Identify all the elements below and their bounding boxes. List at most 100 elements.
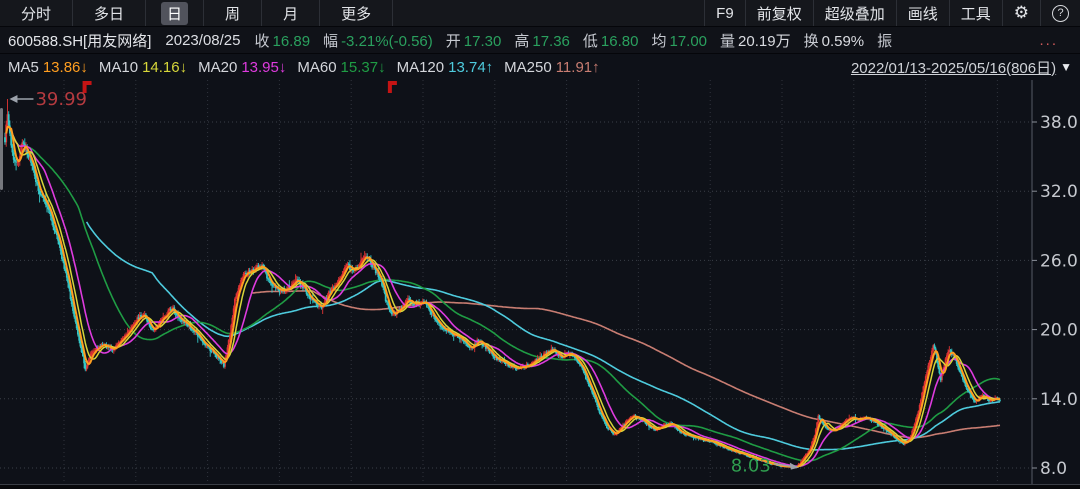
ma-line-MA250 — [252, 290, 1001, 439]
ma-value: 13.95↓ — [241, 58, 287, 76]
field-value: 16.89 — [272, 32, 311, 50]
ma-line-MA120 — [85, 221, 1001, 451]
date-range-label[interactable]: 2022/01/13-2025/05/16(806日) — [850, 59, 1057, 77]
field-value: 0.59% — [821, 32, 865, 50]
toolbar-button-前复权[interactable]: 前复权 — [744, 0, 813, 26]
toolbar-button-工具[interactable]: 工具 — [948, 0, 1002, 26]
field-value: 17.36 — [532, 32, 570, 50]
toolbar-right: F9 前复权 超级叠加 画线 工具 ⚙? — [704, 0, 1080, 26]
settings-button[interactable]: ⚙ — [1001, 0, 1040, 26]
toolbar-button-超级叠加[interactable]: 超级叠加 — [812, 0, 896, 26]
ma-item-MA60: MA60 15.37↓ — [297, 59, 385, 76]
quote-field-振: 振 — [877, 30, 895, 51]
quote-field-收: 收 16.89 — [254, 30, 310, 51]
field-label: 开 — [445, 32, 461, 50]
field-value: 17.00 — [669, 32, 708, 50]
quote-field-低: 低 16.80 — [583, 30, 639, 51]
ma-label: MA250 — [504, 58, 552, 76]
bottom-strip — [0, 485, 1080, 489]
tab-多日[interactable]: 多日 — [73, 0, 147, 26]
date-range-selector[interactable]: 2022/01/13-2025/05/16(806日) ▼ — [851, 57, 1072, 78]
y-axis-label: 32.0 — [1040, 182, 1078, 202]
top-toolbar: 分时 多日 日 周 月 更多 F9 前复权 超级叠加 画线 工具 ⚙? — [0, 0, 1080, 27]
quote-field-均: 均 17.00 — [651, 30, 707, 51]
tab-label: 月 — [283, 5, 299, 23]
left-scrollbar-thumb[interactable] — [0, 108, 3, 190]
field-label: 收 — [254, 32, 270, 50]
price-chart[interactable]: 38.0 32.0 26.0 20.0 14.0 8.0 39.99 8.03 — [0, 80, 1080, 489]
chart-background — [0, 80, 1080, 489]
field-label: 均 — [651, 32, 667, 50]
vertical-gridlines — [63, 80, 998, 482]
ma-indicator-bar: MA5 13.86↓ MA10 14.16↓ MA20 13.95↓ MA60 15.37↓ M… — [0, 54, 1080, 80]
y-axis-label: 20.0 — [1040, 321, 1078, 341]
tab-日[interactable]: 日 — [146, 0, 205, 26]
tab-label: 多日 — [94, 5, 125, 23]
toolbar-button-画线[interactable]: 画线 — [895, 0, 949, 26]
y-axis-label: 38.0 — [1040, 113, 1078, 133]
ma-item-MA10: MA10 14.16↓ — [99, 59, 187, 76]
horizontal-gridlines — [0, 121, 1032, 469]
low-arrow-head — [789, 462, 799, 470]
help-icon: ? — [1052, 4, 1069, 22]
chevron-down-icon[interactable]: ▼ — [1060, 60, 1072, 74]
overflow-ellipsis[interactable]: ... — [1039, 31, 1058, 49]
ma-item-MA20: MA20 13.95↓ — [198, 59, 286, 76]
quote-bar: 600588.SH[用友网络] 2023/08/25 收 16.89 幅 -3.21%… — [0, 27, 1080, 54]
y-axis-label: 8.0 — [1040, 459, 1067, 479]
event-marker-icon[interactable] — [387, 81, 397, 93]
ma-label: MA5 — [8, 58, 39, 76]
tab-label: 更多 — [341, 5, 372, 23]
symbol-name: 600588.SH[用友网络] — [8, 32, 152, 50]
gear-icon: ⚙ — [1013, 3, 1029, 22]
tab-分时[interactable]: 分时 — [0, 0, 74, 26]
ma-values: MA5 13.86↓ MA10 14.16↓ MA20 13.95↓ MA60 15.37↓ M… — [8, 59, 611, 76]
y-axis-label: 26.0 — [1040, 251, 1078, 271]
quote-field-量: 量 20.19万 — [720, 30, 791, 51]
y-axis-label: 14.0 — [1040, 390, 1078, 410]
ma-value: 13.74↑ — [448, 58, 494, 76]
ma-label: MA120 — [396, 58, 445, 76]
field-label: 低 — [582, 32, 598, 50]
ma-item-MA5: MA5 13.86↓ — [8, 59, 88, 76]
ma-label: MA20 — [198, 58, 238, 76]
quote-field-幅: 幅 -3.21%(-0.56) — [323, 30, 433, 51]
ma-label: MA60 — [297, 58, 337, 76]
quote-field-高: 高 17.36 — [514, 30, 570, 51]
period-tabs: 分时 多日 日 周 月 更多 — [0, 0, 394, 26]
ma-value: 15.37↓ — [340, 58, 386, 76]
tab-label: 分时 — [21, 5, 52, 23]
tab-月[interactable]: 月 — [262, 0, 321, 26]
ma-value: 14.16↓ — [142, 58, 188, 76]
field-label: 量 — [720, 32, 736, 50]
period-low-label: 8.03 — [731, 456, 771, 477]
tab-更多[interactable]: 更多 — [320, 0, 394, 26]
ma-label: MA10 — [98, 58, 139, 76]
quote-date: 2023/08/25 — [165, 31, 241, 49]
field-value: 17.30 — [463, 32, 502, 50]
tab-label: 日 — [161, 1, 189, 25]
ma-item-MA250: MA250 11.91↑ — [504, 59, 599, 76]
field-label: 高 — [514, 32, 530, 50]
ma-line-MA5 — [5, 125, 1001, 469]
ma-value: 11.91↑ — [555, 58, 600, 76]
tab-周[interactable]: 周 — [204, 0, 263, 26]
ma-item-MA120: MA120 13.74↑ — [397, 59, 494, 76]
help-button[interactable]: ? — [1040, 0, 1080, 26]
toolbar-button-F9[interactable]: F9 — [704, 0, 745, 26]
ma-line-MA60 — [8, 126, 1001, 462]
ma-value: 13.86↓ — [42, 58, 88, 76]
ma-line-MA10 — [7, 125, 1001, 468]
period-high-label: 39.99 — [35, 89, 87, 110]
quote-fields: 收 16.89 幅 -3.21%(-0.56) 开 17.30 高 17.36 低 16.80 均 1… — [254, 30, 908, 51]
field-label: 幅 — [323, 32, 339, 50]
tab-label: 周 — [225, 5, 241, 23]
quote-field-开: 开 17.30 — [446, 30, 502, 51]
field-value: 20.19万 — [738, 32, 791, 50]
field-value: 16.80 — [600, 32, 639, 50]
field-label: 振 — [877, 32, 893, 50]
event-marker-icon[interactable] — [82, 81, 92, 93]
field-value: -3.21%(-0.56) — [341, 32, 433, 50]
quote-field-换: 换 0.59% — [804, 30, 865, 51]
chart-area[interactable]: 38.0 32.0 26.0 20.0 14.0 8.0 39.99 8.03 — [0, 80, 1080, 489]
